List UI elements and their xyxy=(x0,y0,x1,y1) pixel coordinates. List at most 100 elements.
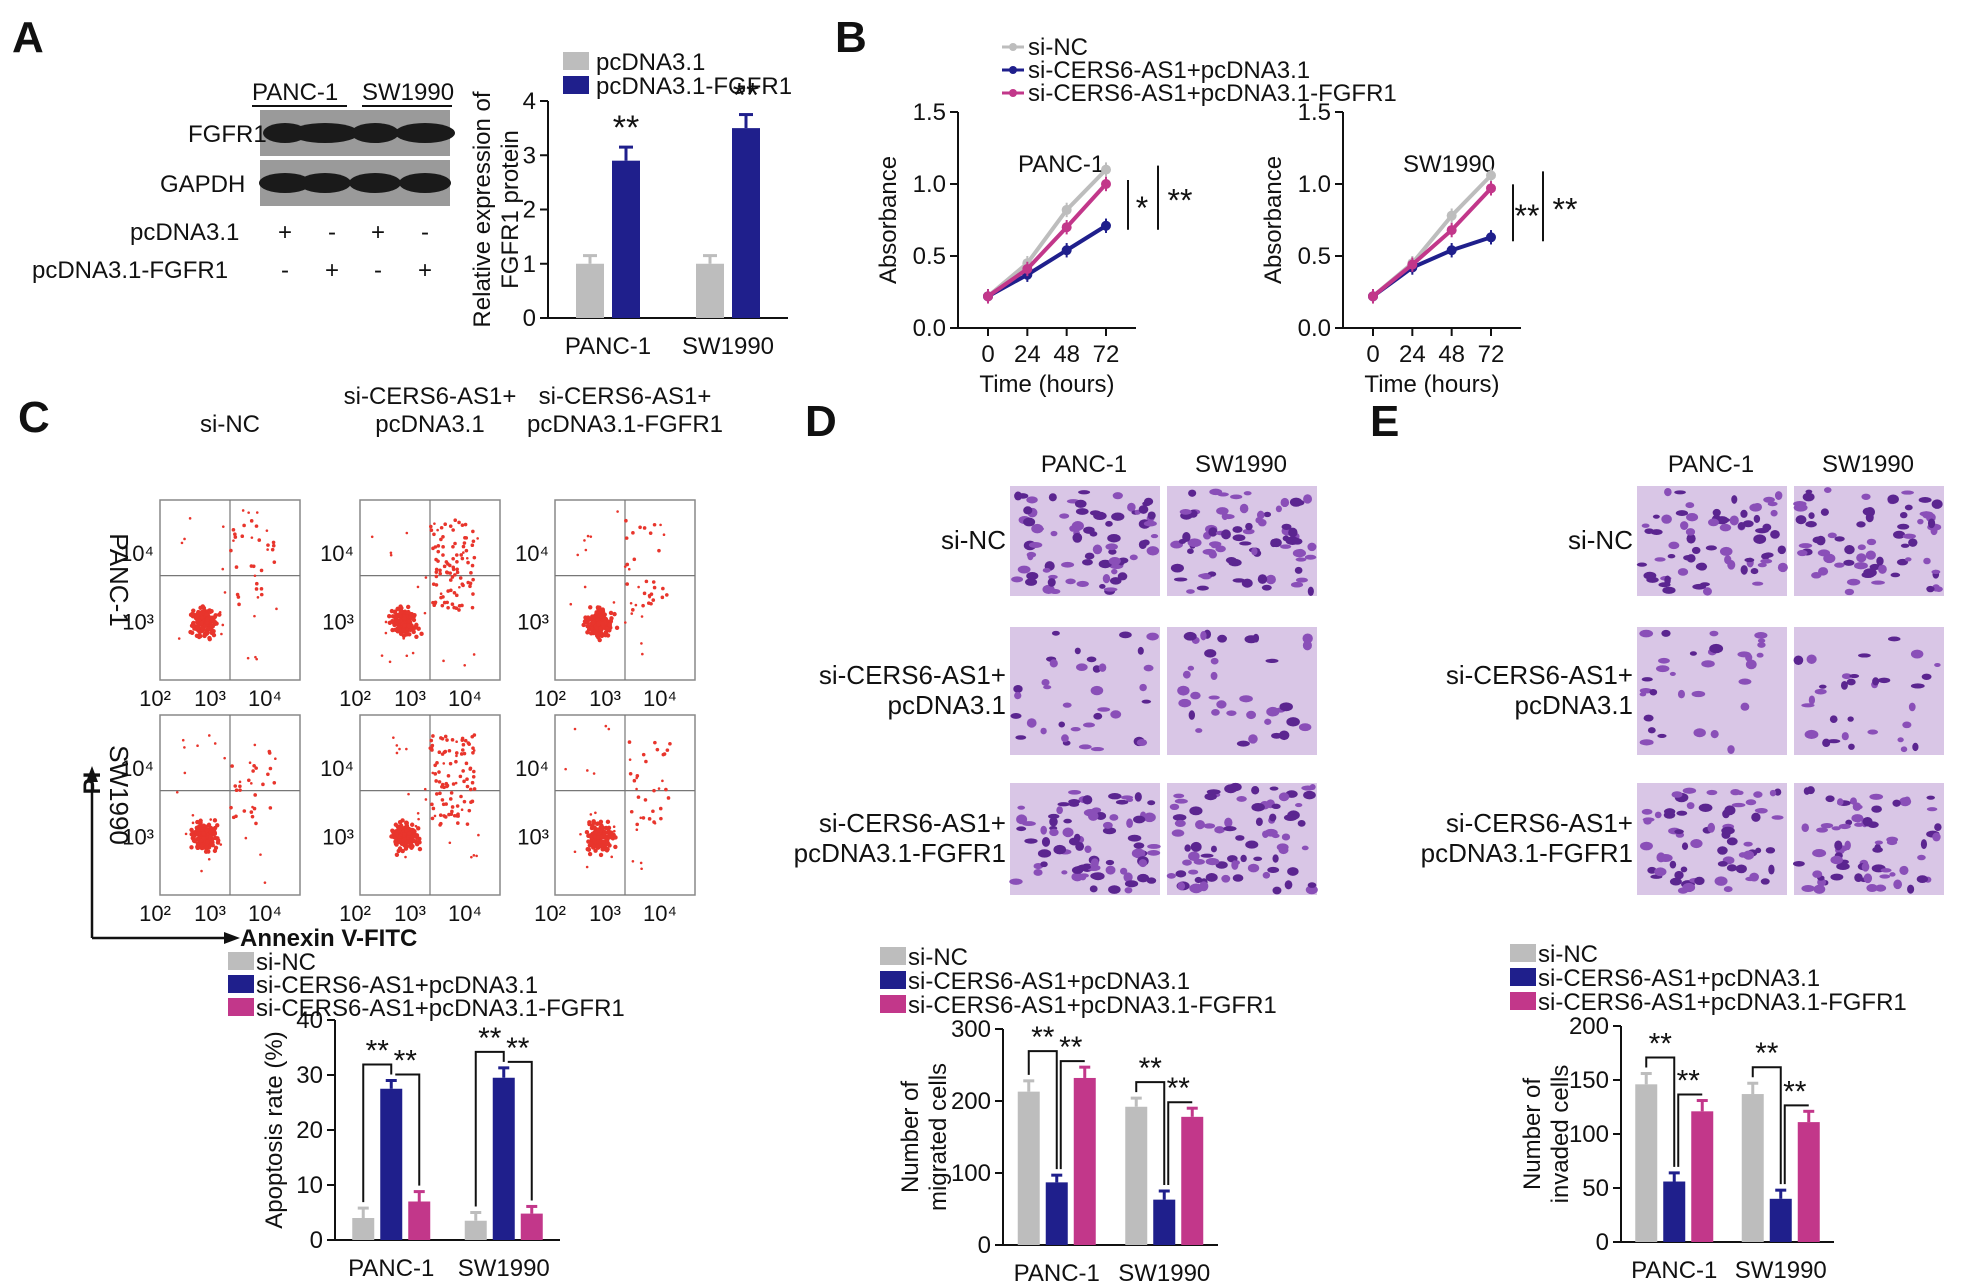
transwell-cell xyxy=(1686,513,1699,522)
transwell-cell xyxy=(1208,527,1218,537)
transwell-cell xyxy=(1041,679,1050,686)
transwell-cell xyxy=(1639,629,1654,638)
bar xyxy=(1045,1182,1068,1245)
transwell-cell xyxy=(1263,511,1272,518)
transwell-cell xyxy=(1908,538,1918,547)
transwell-cell xyxy=(1262,871,1271,879)
flow-dot xyxy=(406,831,412,836)
flow-dot-apoptotic xyxy=(442,600,447,605)
flow-dot xyxy=(590,614,595,619)
flow-y-tick: 10³ xyxy=(322,610,354,635)
flow-dot-apoptotic xyxy=(434,567,439,572)
flow-dot-scatter xyxy=(209,818,213,821)
flow-dot-scatter xyxy=(470,855,473,859)
flow-dot-scatter xyxy=(218,611,222,614)
flow-dot-scatter xyxy=(657,787,661,790)
transwell-cell xyxy=(1816,827,1828,833)
flow-dot-apoptotic xyxy=(431,806,436,811)
flow-dot-apoptotic xyxy=(271,543,276,548)
flow-dot-apoptotic xyxy=(661,586,665,591)
flow-dot-apoptotic xyxy=(453,541,457,546)
flow-dot xyxy=(199,845,205,851)
legend-swatch xyxy=(228,952,254,970)
transwell-cell xyxy=(1058,721,1066,728)
transwell-cell xyxy=(1171,829,1185,837)
flow-dot xyxy=(598,852,604,858)
flow-dot-apoptotic xyxy=(432,532,436,537)
flow-dot-apoptotic xyxy=(653,740,657,745)
significance-label: ** xyxy=(478,1022,502,1055)
flow-dot-scatter xyxy=(206,832,210,836)
flow-dot-apoptotic xyxy=(444,560,449,564)
flow-dot xyxy=(592,839,597,845)
transwell-cell xyxy=(1674,490,1686,495)
transwell-cell xyxy=(1303,494,1313,504)
flow-dot-apoptotic xyxy=(434,570,439,574)
flow-dot-apoptotic xyxy=(445,738,449,742)
flow-dot-apoptotic xyxy=(434,583,439,587)
transwell-cell xyxy=(1187,665,1195,671)
transwell-cell xyxy=(1108,793,1122,800)
significance-bracket xyxy=(1167,1101,1193,1185)
flow-dot-apoptotic xyxy=(451,567,456,572)
data-point xyxy=(1101,164,1111,175)
flow-dot xyxy=(606,828,611,834)
transwell-cell xyxy=(1754,632,1768,639)
transwell-cell xyxy=(1777,545,1786,555)
transwell-cell xyxy=(1278,792,1290,802)
flow-dot xyxy=(591,819,596,824)
transwell-cell xyxy=(1874,884,1887,892)
flow-dot-apoptotic xyxy=(462,799,467,804)
bar xyxy=(1181,1116,1204,1245)
transwell-cell xyxy=(1762,523,1772,532)
flow-dot-scatter xyxy=(641,652,644,656)
flow-dot xyxy=(408,838,414,843)
legend-d: si-NCsi-CERS6-AS1+pcDNA3.1si-CERS6-AS1+p… xyxy=(880,944,1277,1019)
transwell-cell xyxy=(1723,886,1733,893)
transwell-cell xyxy=(1917,518,1924,525)
transwell-cell xyxy=(1069,525,1077,532)
flow-dot-apoptotic xyxy=(454,759,458,764)
transwell-cell xyxy=(1208,695,1220,700)
transwell-cell xyxy=(1271,732,1283,739)
flow-dot xyxy=(602,835,607,840)
transwell-cell xyxy=(1247,863,1260,873)
flow-dot-apoptotic xyxy=(259,587,264,591)
flow-dot xyxy=(601,839,606,845)
transwell-cell xyxy=(1744,557,1755,563)
flow-dot-apoptotic xyxy=(430,748,434,752)
y-tick-label: 100 xyxy=(1569,1121,1609,1148)
legend-swatch xyxy=(1510,968,1536,986)
flow-x-tick: 10³ xyxy=(394,901,426,926)
flow-y-tick: 10⁴ xyxy=(320,756,354,781)
wb-cellline-panc1: PANC-1 xyxy=(252,79,338,106)
legend-label: si-CERS6-AS1+pcDNA3.1 xyxy=(1028,57,1310,84)
wb-sign-row2-3: - xyxy=(374,257,382,284)
series-line xyxy=(1371,186,1493,298)
transwell-cell xyxy=(1301,845,1309,851)
transwell-cell xyxy=(1190,691,1201,700)
transwell-cell xyxy=(1686,533,1696,544)
flow-dot-scatter xyxy=(661,779,664,783)
flow-dot-scatter xyxy=(213,742,217,745)
flow-x-tick: 10² xyxy=(139,686,171,711)
wb-band-fgfr1: FGFR1 xyxy=(188,121,267,148)
transwell-cell xyxy=(1265,574,1276,585)
flow-dot-scatter xyxy=(184,832,188,836)
panel-label-b: B xyxy=(835,13,867,62)
flow-dot-apoptotic xyxy=(433,772,438,776)
flow-dot-scatter xyxy=(594,811,597,815)
flow-dot-scatter xyxy=(583,585,587,589)
transwell-cell xyxy=(1239,503,1249,514)
flow-dot-apoptotic xyxy=(470,780,475,785)
y-tick-label: 40 xyxy=(296,1007,323,1034)
flow-dot-scatter xyxy=(612,825,616,828)
transwell-cell xyxy=(1224,784,1238,794)
transwell-cell xyxy=(1205,857,1220,866)
transwell-cell xyxy=(1710,730,1719,739)
transwell-cell xyxy=(1133,815,1146,824)
transwell-cell xyxy=(1026,718,1037,728)
transwell-cell xyxy=(1031,523,1044,534)
transwell-cell xyxy=(1071,872,1084,882)
flow-dot-apoptotic xyxy=(642,526,647,530)
